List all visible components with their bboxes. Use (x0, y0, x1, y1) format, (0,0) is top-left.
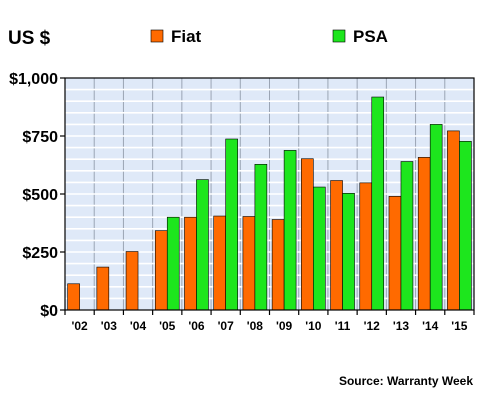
bar-psa-8 (313, 186, 326, 311)
bar-psa-7 (283, 150, 297, 311)
bar-fiat-3 (154, 230, 168, 311)
bar-psa-9 (342, 193, 355, 311)
x-tick-label: '04 (130, 319, 147, 333)
bar-fiat-7 (271, 219, 285, 311)
bar-psa-13 (459, 141, 472, 311)
bar-fiat-2 (125, 251, 139, 311)
bar-fiat-5 (213, 215, 226, 311)
bar-fiat-4 (184, 216, 197, 311)
x-tick-label: '07 (218, 319, 235, 333)
y-tick-label: $250 (22, 245, 58, 262)
y-axis-title: US $ (8, 28, 51, 49)
y-tick-label: $500 (22, 187, 58, 204)
bar-fiat-10 (359, 182, 373, 311)
x-tick-label: '14 (422, 319, 439, 333)
legend-swatch-fiat (150, 29, 164, 43)
x-tick-label: '10 (305, 319, 322, 333)
bar-fiat-9 (330, 180, 343, 311)
bar-psa-3 (166, 216, 180, 311)
bar-psa-4 (196, 179, 209, 311)
x-tick-label: '08 (247, 319, 264, 333)
x-tick-label: '09 (276, 319, 293, 333)
x-tick-label: '03 (101, 319, 118, 333)
x-tick-label: '12 (364, 319, 381, 333)
x-tick-label: '13 (393, 319, 410, 333)
legend-label-fiat: Fiat (171, 27, 202, 46)
source-note: Source: Warranty Week (339, 374, 473, 388)
bar-psa-11 (400, 161, 414, 311)
bar-fiat-8 (301, 158, 314, 311)
legend-swatch-psa (332, 29, 346, 43)
y-tick-label: $750 (22, 129, 58, 146)
y-tick-label: $0 (40, 303, 58, 320)
x-tick-label: '02 (72, 319, 89, 333)
bar-fiat-1 (96, 266, 110, 311)
bar-psa-12 (429, 124, 443, 311)
legend-label-psa: PSA (353, 27, 388, 46)
bar-psa-10 (371, 96, 385, 311)
x-tick-label: '06 (188, 319, 205, 333)
bar-fiat-0 (67, 283, 80, 311)
x-tick-label: '11 (335, 319, 351, 333)
bar-fiat-12 (417, 157, 431, 311)
bar-fiat-6 (242, 216, 256, 311)
bar-fiat-13 (447, 130, 460, 311)
bar-psa-6 (254, 164, 268, 311)
x-tick-label: '15 (451, 319, 468, 333)
x-tick-label: '05 (159, 319, 176, 333)
y-tick-label: $1,000 (9, 71, 58, 88)
bar-fiat-11 (388, 196, 402, 311)
bar-psa-5 (225, 138, 238, 311)
